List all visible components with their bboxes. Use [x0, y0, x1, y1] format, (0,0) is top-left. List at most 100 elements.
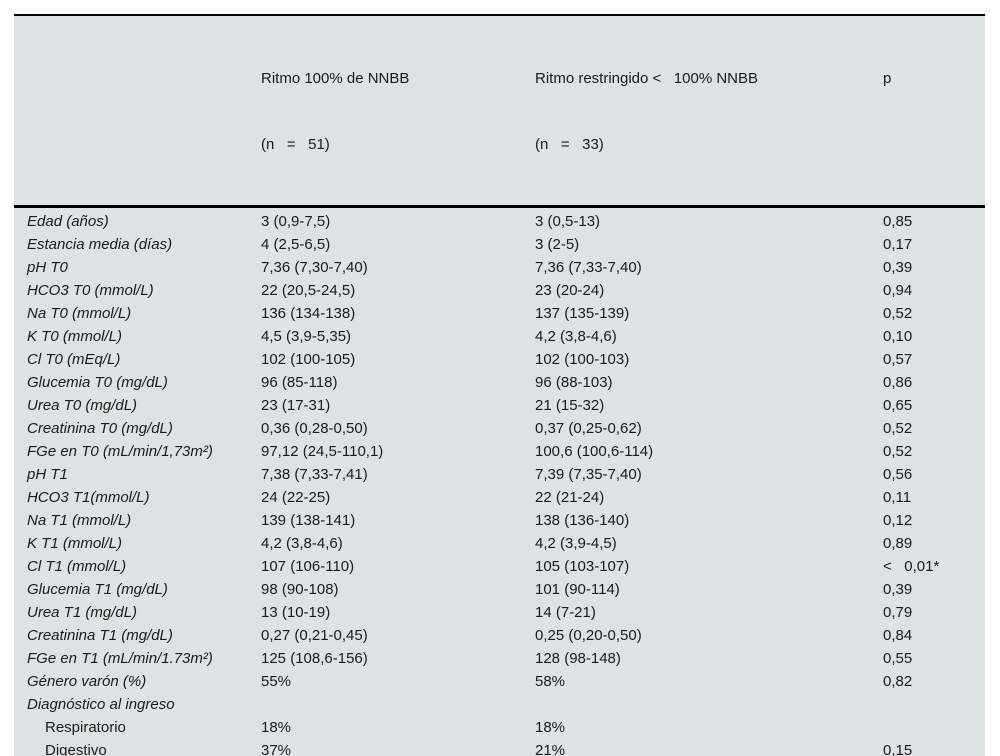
row-label: Glucemia T1 (mg/dL) — [27, 581, 168, 598]
p-value: 0,94 — [883, 282, 913, 299]
table-row: Género varón (%) 55% 58% 0,82 — [14, 670, 985, 693]
row-label: pH T0 — [27, 259, 68, 276]
table-row: Diagnóstico al ingreso — [14, 693, 985, 716]
value-group2: 100,6 (100,6-114) — [535, 443, 654, 460]
p-value: 0,85 — [883, 213, 913, 230]
row-label: pH T1 — [27, 466, 68, 483]
row-label: Urea T0 (mg/dL) — [27, 397, 138, 414]
column-header-group2-n: (n = 33) — [535, 136, 604, 153]
p-value: 0,39 — [883, 259, 913, 276]
value-group2: 96 (88-103) — [535, 374, 613, 391]
value-group1: 98 (90-108) — [261, 581, 339, 598]
value-group2: 101 (90-114) — [535, 581, 620, 598]
value-group1: 7,38 (7,33-7,41) — [261, 466, 368, 483]
value-group1: 0,36 (0,28-0,50) — [261, 420, 368, 437]
value-group1: 136 (134-138) — [261, 305, 356, 322]
column-header-p-label: p — [883, 70, 892, 87]
p-value: 0,39 — [883, 581, 913, 598]
value-group2: 0,25 (0,20-0,50) — [535, 627, 642, 644]
value-group1: 125 (108,6-156) — [261, 650, 368, 667]
table-header-row: Ritmo 100% de NNBB (n = 51) Ritmo restri… — [14, 16, 985, 208]
table-row: HCO3 T0 (mmol/L) 22 (20,5-24,5) 23 (20-24)… — [14, 279, 985, 302]
row-label: Cl T0 (mEq/L) — [27, 351, 121, 368]
value-group1: 18% — [261, 719, 292, 736]
value-group1: 3 (0,9-7,5) — [261, 213, 331, 230]
value-group2: 58% — [535, 673, 566, 690]
value-group1: 4,2 (3,8-4,6) — [261, 535, 343, 552]
value-group1: 107 (106-110) — [261, 558, 355, 575]
table-row: Creatinina T0 (mg/dL) 0,36 (0,28-0,50) 0,3… — [14, 417, 985, 440]
value-group1: 22 (20,5-24,5) — [261, 282, 356, 299]
table-row: Cl T0 (mEq/L) 102 (100-105) 102 (100-103) 0… — [14, 348, 985, 371]
p-value: 0,86 — [883, 374, 913, 391]
column-header-group1-title: Ritmo 100% de NNBB — [261, 70, 410, 87]
column-header-group1: Ritmo 100% de NNBB (n = 51) — [261, 23, 535, 201]
row-label: K T1 (mmol/L) — [27, 535, 123, 552]
p-value: 0,84 — [883, 627, 913, 644]
value-group2: 128 (98-148) — [535, 650, 621, 667]
value-group1: 55% — [261, 673, 292, 690]
value-group2: 7,39 (7,35-7,40) — [535, 466, 642, 483]
table-row: K T1 (mmol/L) 4,2 (3,8-4,6) 4,2 (3,9-4,5) 0… — [14, 532, 985, 555]
table-row: Glucemia T0 (mg/dL) 96 (85-118) 96 (88-103… — [14, 371, 985, 394]
value-group1: 37% — [261, 742, 292, 756]
p-value: 0,65 — [883, 397, 913, 414]
table-row: HCO3 T1(mmol/L) 24 (22-25) 22 (21-24) 0,11 — [14, 486, 985, 509]
clinical-comparison-table: Ritmo 100% de NNBB (n = 51) Ritmo restri… — [14, 14, 985, 756]
p-value: 0,11 — [883, 489, 912, 506]
value-group2: 23 (20-24) — [535, 282, 605, 299]
value-group1: 97,12 (24,5-110,1) — [261, 443, 384, 460]
value-group1: 13 (10-19) — [261, 604, 331, 621]
row-label: K T0 (mmol/L) — [27, 328, 123, 345]
table-row: Creatinina T1 (mg/dL) 0,27 (0,21-0,45) 0,2… — [14, 624, 985, 647]
table-row: pH T0 7,36 (7,30-7,40) 7,36 (7,33-7,40) 0,3… — [14, 256, 985, 279]
table-row: pH T1 7,38 (7,33-7,41) 7,39 (7,35-7,40) 0,5… — [14, 463, 985, 486]
column-header-group2: Ritmo restringido < 100% NNBB (n = 33) — [535, 23, 883, 201]
p-value: 0,57 — [883, 351, 913, 368]
value-group2: 0,37 (0,25-0,62) — [535, 420, 642, 437]
row-label: Urea T1 (mg/dL) — [27, 604, 138, 621]
value-group2: 18% — [535, 719, 566, 736]
table-row: Urea T1 (mg/dL) 13 (10-19) 14 (7-21) 0,79 — [14, 601, 985, 624]
table-body: Edad (años) 3 (0,9-7,5) 3 (0,5-13) 0,85 Esta… — [14, 208, 985, 756]
p-value: 0,17 — [883, 236, 913, 253]
p-value: 0,10 — [883, 328, 913, 345]
p-value: 0,79 — [883, 604, 913, 621]
p-value: 0,56 — [883, 466, 913, 483]
row-label: Género varón (%) — [27, 673, 147, 690]
value-group1: 7,36 (7,30-7,40) — [261, 259, 368, 276]
value-group2: 22 (21-24) — [535, 489, 605, 506]
table-row: Estancia media (días) 4 (2,5-6,5) 3 (2-5) 0… — [14, 233, 985, 256]
value-group1: 23 (17-31) — [261, 397, 331, 414]
table-row: Na T0 (mmol/L) 136 (134-138) 137 (135-139)… — [14, 302, 985, 325]
row-label: FGe en T0 (mL/min/1,73m²) — [27, 443, 213, 460]
table-row: Cl T1 (mmol/L) 107 (106-110) 105 (103-107)… — [14, 555, 985, 578]
p-value: 0,12 — [883, 512, 913, 529]
value-group2: 102 (100-103) — [535, 351, 630, 368]
value-group2: 4,2 (3,9-4,5) — [535, 535, 617, 552]
p-value: 0,82 — [883, 673, 913, 690]
column-header-group2-title: Ritmo restringido < 100% NNBB — [535, 70, 759, 87]
row-label: Respiratorio — [45, 719, 126, 736]
p-value: 0,52 — [883, 305, 913, 322]
p-value: < 0,01* — [883, 558, 940, 575]
table-row: Na T1 (mmol/L) 139 (138-141) 138 (136-140)… — [14, 509, 985, 532]
table-row: K T0 (mmol/L) 4,5 (3,9-5,35) 4,2 (3,8-4,6)… — [14, 325, 985, 348]
value-group1: 24 (22-25) — [261, 489, 331, 506]
p-value: 0,52 — [883, 443, 913, 460]
row-label: Digestivo — [45, 742, 107, 756]
value-group1: 4 (2,5-6,5) — [261, 236, 331, 253]
table-row: Respiratorio 18% 18% — [14, 716, 985, 739]
row-label: HCO3 T1(mmol/L) — [27, 489, 150, 506]
row-label: Diagnóstico al ingreso — [27, 696, 175, 713]
row-label: FGe en T1 (mL/min/1.73m²) — [27, 650, 213, 667]
value-group2: 7,36 (7,33-7,40) — [535, 259, 642, 276]
table-row: FGe en T1 (mL/min/1.73m²) 125 (108,6-156)… — [14, 647, 985, 670]
value-group1: 96 (85-118) — [261, 374, 338, 391]
p-value: 0,15 — [883, 742, 913, 756]
value-group2: 21 (15-32) — [535, 397, 605, 414]
value-group2: 3 (0,5-13) — [535, 213, 601, 230]
table-row: Urea T0 (mg/dL) 23 (17-31) 21 (15-32) 0,65 — [14, 394, 985, 417]
value-group2: 137 (135-139) — [535, 305, 630, 322]
